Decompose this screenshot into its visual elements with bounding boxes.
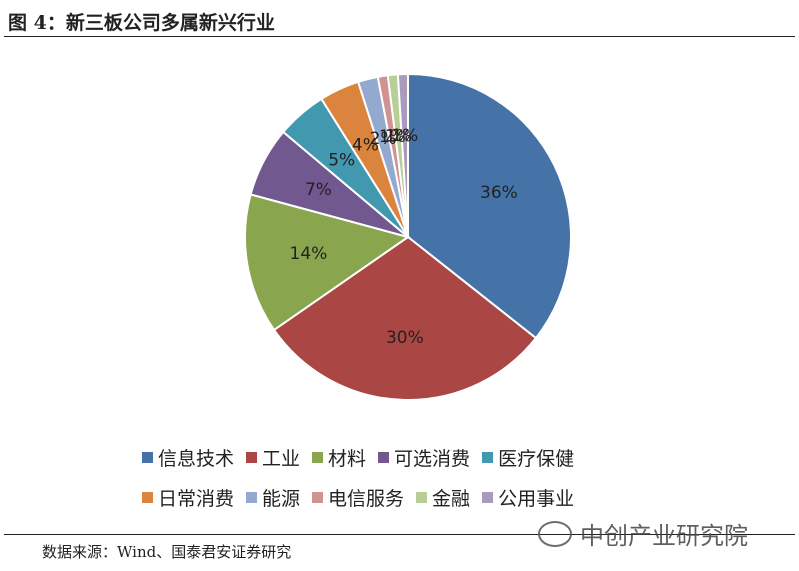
source-rule [4,534,795,535]
pie-data-label-1: 36% [480,183,518,203]
pie-slice-10 [396,72,409,238]
legend-item-1: 信息技术 [142,444,234,471]
legend-label: 材料 [328,447,367,470]
pie-data-label-9: 1% [385,126,412,146]
pie-data-label-3: 14% [290,244,328,264]
pie-data-label-5: 5% [328,151,355,171]
pie-slice-1 [407,72,572,340]
pie-labels: 36% 30% 14% 7% 5%4%2%1%1%1% [290,126,518,348]
legend-item-10: 公用事业 [482,484,574,511]
legend-swatch [378,451,390,463]
watermark-text: 中创产业研究院 [580,522,748,550]
pie-data-label-2: 30% [386,328,424,348]
legend: 信息技术 工业 材料 可选消费 医疗保健 日常消费 能源 电信服务 金融 公用事业 [142,437,742,517]
legend-item-5: 医疗保健 [482,444,574,471]
legend-swatch [312,491,324,503]
pie-slice-3 [244,193,411,332]
legend-item-9: 金融 [416,484,470,511]
title-rule [4,36,795,37]
legend-swatch [246,451,258,463]
pie-chart: 36% 30% 14% 7% 5%4%2%1%1%1% [244,72,572,401]
legend-item-2: 工业 [246,444,300,471]
legend-label: 能源 [262,487,301,510]
legend-swatch [416,491,428,503]
legend-row: 日常消费 能源 电信服务 金融 公用事业 [142,477,742,517]
legend-item-3: 材料 [312,444,366,471]
legend-item-4: 可选消费 [378,444,470,471]
pie-data-label-6: 4% [352,135,379,155]
legend-item-8: 电信服务 [312,484,404,511]
legend-label: 日常消费 [158,487,235,510]
legend-swatch [482,451,494,463]
source-note: 数据来源：Wind、国泰君安证券研究 [42,543,292,561]
pie-data-label-4: 7% [305,180,332,200]
watermark: 中创产业研究院 [538,516,748,551]
legend-label: 医疗保健 [498,447,575,470]
legend-row: 信息技术 工业 材料 可选消费 医疗保健 [142,437,742,477]
pie-data-label-7: 2% [370,129,397,149]
wechat-icon [538,520,572,547]
legend-label: 工业 [262,447,301,470]
legend-label: 信息技术 [158,447,235,470]
legend-swatch [312,451,324,463]
legend-label: 公用事业 [498,487,575,510]
legend-label: 金融 [432,487,471,510]
legend-swatch [246,491,258,503]
pie-slice-2 [272,235,538,401]
pie-data-label-10: 1% [391,126,418,146]
legend-label: 可选消费 [394,447,471,470]
legend-swatch [142,451,153,463]
legend-swatch [482,491,494,503]
pie-data-label-8: 1% [379,127,406,147]
pie-slices [244,72,572,401]
legend-item-7: 能源 [246,484,300,511]
figure-title: 图 4：新三板公司多属新兴行业 [8,12,275,34]
legend-swatch [142,491,153,503]
legend-item-6: 日常消费 [142,484,234,511]
legend-label: 电信服务 [328,487,405,510]
